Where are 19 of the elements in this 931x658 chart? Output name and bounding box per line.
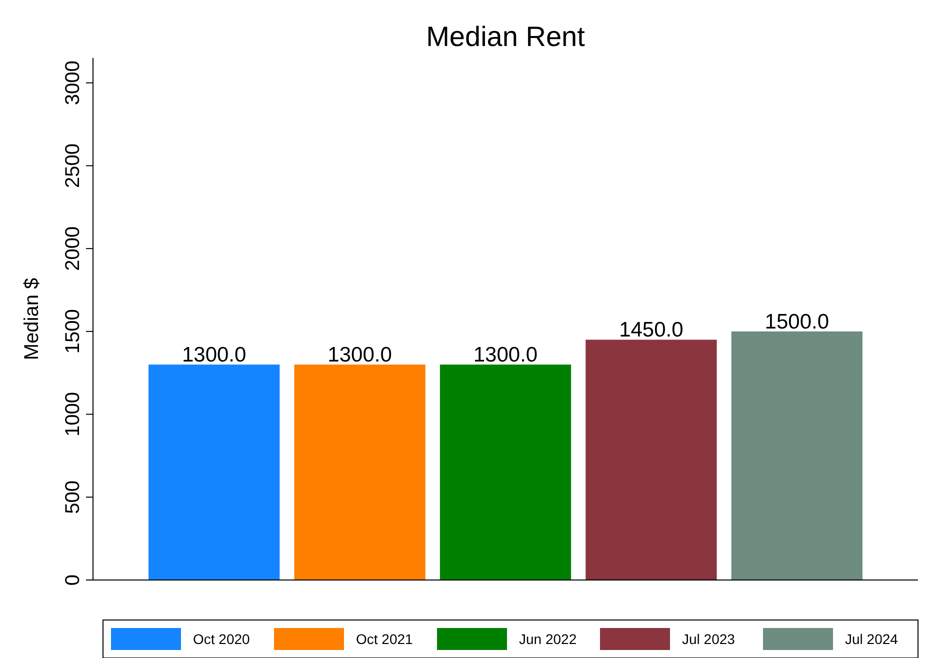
legend-label: Oct 2020 bbox=[193, 631, 250, 647]
data-label: 1500.0 bbox=[764, 310, 830, 334]
y-axis-title: Median $ bbox=[21, 278, 43, 360]
data-label: 1450.0 bbox=[619, 318, 684, 342]
legend-label: Jul 2023 bbox=[682, 631, 736, 647]
legend-label: Jul 2024 bbox=[845, 631, 898, 647]
y-tick-label: 2500 bbox=[62, 143, 84, 188]
data-label: 1300.0 bbox=[473, 344, 538, 367]
y-tick-label: 0 bbox=[62, 574, 84, 586]
legend-label: Oct 2021 bbox=[356, 631, 414, 647]
data-label: 1300.0 bbox=[182, 344, 246, 367]
y-tick-label: 1500 bbox=[62, 309, 84, 354]
chart-title: Median Rent bbox=[426, 21, 586, 52]
y-tick-label: 3000 bbox=[62, 60, 84, 106]
legend-label: Jun 2022 bbox=[519, 631, 577, 647]
y-tick-label: 1000 bbox=[62, 392, 84, 437]
y-tick-label: 500 bbox=[62, 480, 84, 514]
data-label: 1300.0 bbox=[328, 344, 392, 367]
y-tick-label: 2000 bbox=[62, 226, 84, 271]
